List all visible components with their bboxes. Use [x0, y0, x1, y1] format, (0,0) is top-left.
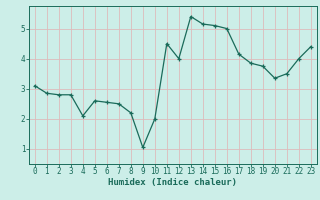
X-axis label: Humidex (Indice chaleur): Humidex (Indice chaleur) [108, 178, 237, 187]
